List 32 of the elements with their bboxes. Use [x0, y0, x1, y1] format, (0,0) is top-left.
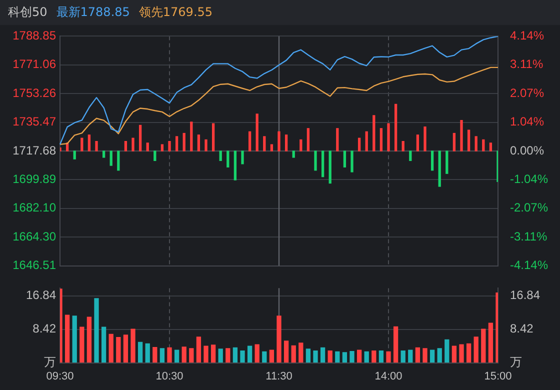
y-tick-label: 16.84	[26, 288, 56, 302]
y2-tick-label: -3.11%	[510, 230, 548, 244]
chart-title: 科创50	[8, 5, 48, 19]
y-tick-label: 1646.51	[12, 258, 56, 272]
y2-tick-label: -2.07%	[510, 200, 548, 215]
y2-tick-label: 3.11%	[510, 57, 544, 72]
y-tick-label: 1735.47	[12, 114, 56, 129]
text: 最新1788.85	[56, 5, 130, 19]
x-tick-label: 15:00	[484, 370, 512, 382]
y2-tick-label: -4.14%	[510, 258, 548, 272]
y-tick-label: 1753.26	[12, 86, 56, 100]
y-tick-label: 1717.68	[12, 143, 56, 158]
x-tick-label: 14:00	[374, 370, 402, 382]
y-tick-label: 8.42	[32, 322, 56, 336]
y2-tick-label: 0.00%	[510, 143, 544, 158]
y-tick-label: 万	[44, 355, 56, 370]
x-tick-label: 09:30	[46, 370, 74, 382]
y-tick-label: 1788.85	[12, 28, 56, 43]
y2-tick-label: 1.04%	[510, 114, 544, 128]
y2-tick-label: 2.07%	[510, 86, 544, 100]
y2-tick-label: 4.14%	[510, 28, 544, 43]
text: 领先1769.55	[138, 5, 213, 19]
y-tick-label: 1771.06	[12, 57, 56, 72]
y2-tick-label: 万	[510, 355, 522, 370]
x-tick-label: 11:30	[266, 370, 292, 382]
y2-tick-label: -1.04%	[510, 172, 548, 186]
y2-tick-label: 8.42	[510, 322, 534, 336]
y2-tick-label: 16.84	[510, 288, 540, 302]
y-tick-label: 1682.10	[12, 200, 56, 215]
y-tick-label: 1699.89	[12, 172, 56, 186]
y-tick-label: 1664.30	[12, 229, 56, 244]
x-tick-label: 10:30	[156, 370, 184, 382]
